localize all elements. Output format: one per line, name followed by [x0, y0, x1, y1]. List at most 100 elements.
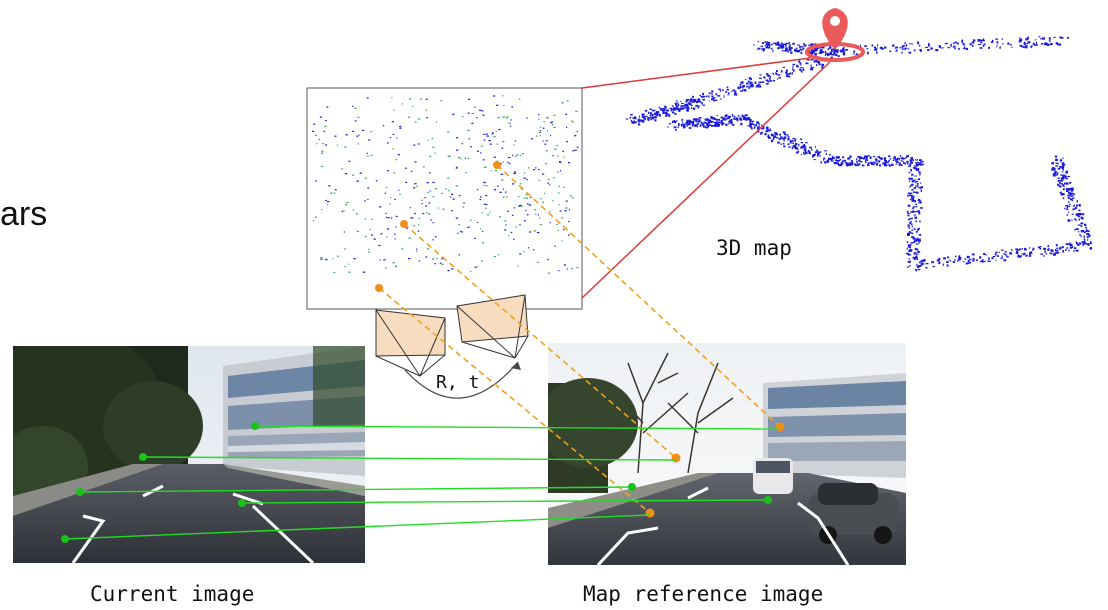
map-point — [778, 138, 781, 140]
local-map-point — [558, 270, 560, 272]
map-point — [1081, 229, 1085, 233]
local-map-point — [384, 267, 387, 269]
map-point — [805, 142, 808, 144]
map-point — [757, 41, 759, 43]
map-point — [1061, 194, 1063, 196]
map-point — [691, 125, 694, 127]
map-point — [921, 163, 925, 165]
local-map-point — [434, 152, 436, 154]
map-point — [678, 123, 680, 125]
local-map-point — [549, 222, 551, 224]
map-point — [791, 72, 793, 75]
local-map-point — [441, 192, 443, 194]
map-point — [1069, 188, 1072, 191]
map-point — [807, 44, 811, 46]
map-point — [711, 98, 714, 101]
local-map-point — [319, 116, 322, 118]
map-point — [700, 121, 702, 124]
map-point — [826, 159, 829, 161]
map-point — [632, 121, 634, 123]
local-map-point — [418, 118, 421, 120]
map-point — [778, 46, 781, 48]
local-map-point — [383, 259, 386, 261]
map-point — [1083, 235, 1085, 238]
map-point — [1062, 251, 1064, 253]
map-point — [1058, 185, 1062, 188]
local-map-point — [476, 221, 478, 224]
map-point — [947, 47, 950, 49]
local-map-point — [392, 148, 394, 150]
map-point — [803, 43, 805, 45]
map-point — [1060, 177, 1064, 180]
map-point — [671, 111, 675, 114]
local-map-point — [575, 110, 578, 112]
map-point — [724, 115, 726, 118]
map-point — [901, 45, 904, 48]
map-point — [850, 160, 853, 162]
map-point — [694, 124, 698, 127]
map-point — [787, 136, 790, 138]
map-point — [788, 146, 791, 148]
map-point — [1035, 44, 1037, 47]
map-point — [982, 44, 985, 47]
local-map-point — [405, 181, 408, 183]
map-point — [1065, 205, 1069, 207]
map-point — [971, 44, 974, 47]
map-point — [794, 146, 797, 149]
map-point — [944, 42, 948, 45]
map-point — [898, 164, 902, 166]
map-point — [882, 163, 884, 165]
map-point — [1081, 222, 1083, 225]
map-point — [1074, 228, 1076, 231]
local-map-point — [498, 128, 501, 131]
map-point — [747, 118, 750, 120]
map-point — [805, 147, 807, 150]
map-point — [814, 151, 818, 153]
local-map-point — [524, 172, 526, 174]
map-point — [1077, 213, 1080, 216]
map-point — [726, 86, 729, 89]
map-point — [787, 138, 790, 141]
map-point — [856, 158, 858, 160]
map-point — [775, 72, 777, 75]
map-point — [914, 191, 916, 194]
map-point — [690, 107, 693, 110]
map-point — [1087, 243, 1090, 246]
local-map-point — [538, 217, 541, 219]
map-point — [964, 46, 966, 49]
local-map-point — [328, 185, 331, 187]
local-map-point — [489, 143, 492, 145]
map-point — [917, 170, 920, 172]
local-map-crop-box — [306, 87, 583, 310]
map-point — [906, 247, 908, 250]
map-point — [743, 86, 745, 88]
map-point — [1007, 42, 1010, 45]
local-map-point — [429, 155, 432, 157]
map-point — [717, 121, 721, 124]
map-point — [1027, 36, 1029, 39]
map-point — [913, 187, 917, 189]
map-point — [845, 163, 849, 165]
local-map-point — [566, 268, 568, 270]
map-point — [749, 81, 752, 84]
map-point — [733, 117, 735, 119]
map-point — [749, 125, 752, 128]
map-point — [1040, 43, 1044, 45]
local-map-point — [576, 267, 579, 269]
local-map-point — [456, 232, 459, 234]
local-map-point — [391, 121, 394, 123]
local-map-point — [378, 244, 381, 247]
local-map-point — [344, 248, 346, 250]
local-map-point — [558, 192, 560, 194]
map-point — [824, 161, 827, 164]
map-point — [971, 41, 974, 44]
map-point — [910, 217, 913, 220]
map-point — [910, 192, 913, 194]
map-point — [718, 123, 720, 126]
map-point — [764, 44, 766, 47]
map-point — [913, 165, 916, 167]
map-point — [725, 123, 728, 126]
map-point — [834, 159, 837, 162]
map-point — [688, 127, 692, 129]
local-map-point — [343, 210, 345, 212]
